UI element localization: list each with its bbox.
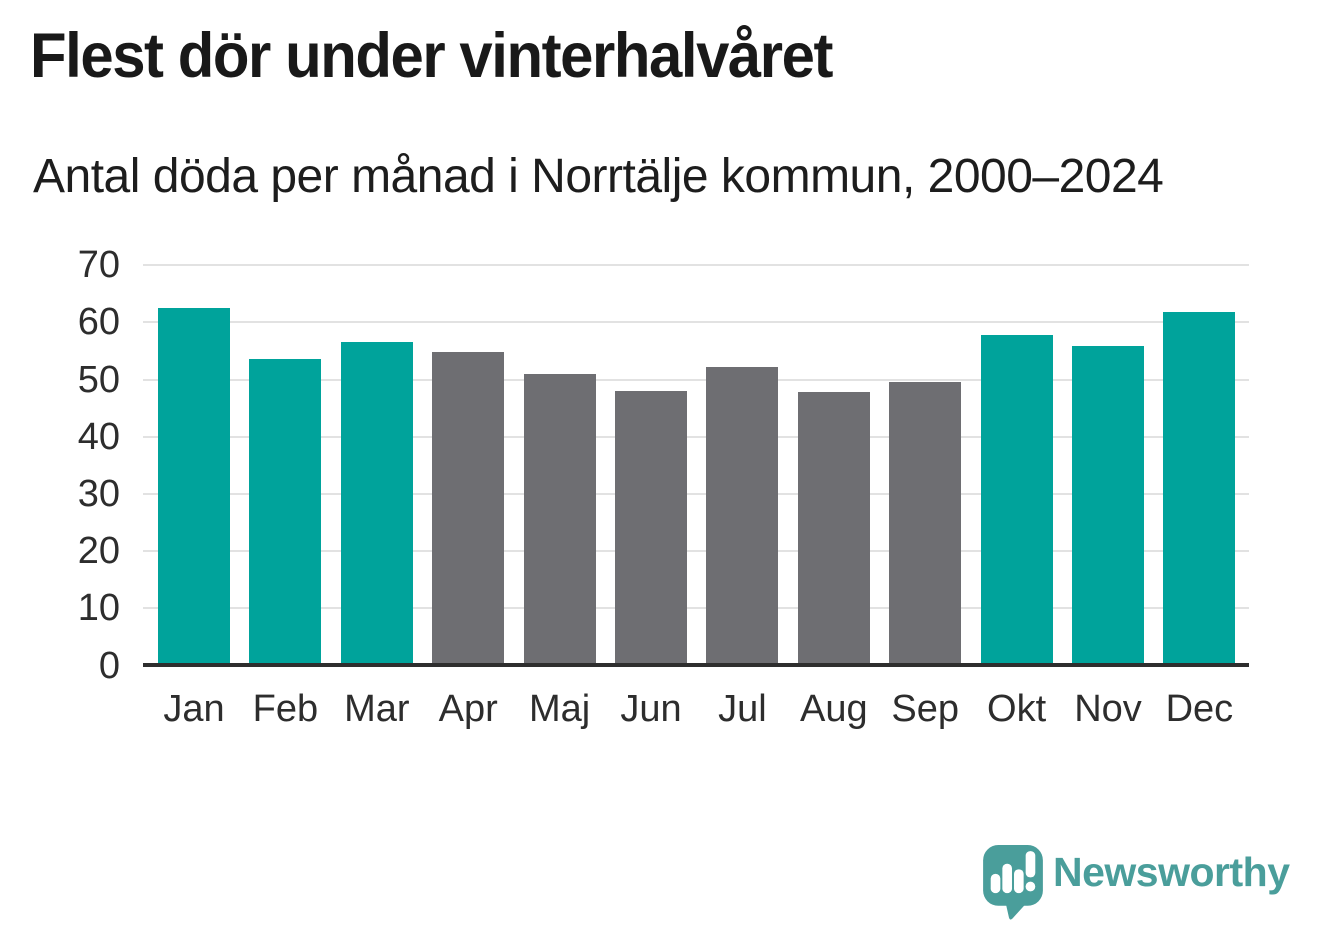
y-axis-label-60: 60	[77, 301, 120, 344]
x-axis-label-mar: Mar	[344, 688, 410, 730]
bar-jun	[615, 390, 687, 666]
y-axis-label-40: 40	[77, 415, 120, 458]
brand-footer: Newsworthy	[983, 845, 1290, 921]
y-axis-label-10: 10	[77, 587, 120, 630]
bar-jan	[158, 308, 230, 666]
x-axis-label-okt: Okt	[987, 688, 1047, 730]
x-axis-label-dec: Dec	[1165, 688, 1234, 730]
y-axis-label-50: 50	[77, 358, 120, 401]
x-axis-label-jun: Jun	[620, 688, 682, 730]
gridline-40	[143, 435, 1249, 438]
x-axis-label-jul: Jul	[718, 688, 767, 730]
newsworthy-logo-icon	[983, 845, 1043, 920]
x-axis-label-apr: Apr	[438, 688, 498, 730]
y-axis-label-20: 20	[77, 530, 120, 573]
x-axis-line	[143, 662, 1249, 667]
bar-sep	[889, 382, 962, 666]
bar-mar	[340, 341, 413, 666]
chart-title: Flest dör under vinterhalvåret	[30, 21, 833, 91]
chart-subtitle: Antal döda per månad i Norrtälje kommun,…	[33, 150, 1164, 203]
gridline-30	[143, 492, 1249, 495]
x-axis-label-aug: Aug	[799, 688, 868, 730]
bar-aug	[797, 392, 870, 666]
gridline-60	[143, 321, 1249, 324]
bar-dec	[1163, 312, 1236, 666]
gridline-70	[143, 264, 1249, 267]
bar-jul	[706, 367, 779, 666]
x-axis-label-sep: Sep	[891, 688, 959, 730]
x-axis-label-nov: Nov	[1074, 688, 1142, 730]
y-axis-label-30: 30	[77, 472, 120, 515]
y-axis-label-0: 0	[98, 644, 120, 687]
gridline-50	[143, 378, 1249, 381]
x-axis-label-jan: Jan	[163, 688, 225, 730]
bar-maj	[523, 374, 596, 666]
brand-name: Newsworthy	[1053, 849, 1290, 895]
x-axis-label-maj: Maj	[528, 688, 591, 730]
bar-okt	[980, 335, 1053, 666]
bar-apr	[432, 352, 505, 666]
bar-feb	[249, 358, 322, 666]
bar-nov	[1072, 346, 1144, 666]
x-axis-label-feb: Feb	[252, 688, 319, 730]
gridline-20	[143, 550, 1249, 553]
y-axis-label-70: 70	[77, 244, 120, 287]
gridline-10	[143, 607, 1249, 610]
